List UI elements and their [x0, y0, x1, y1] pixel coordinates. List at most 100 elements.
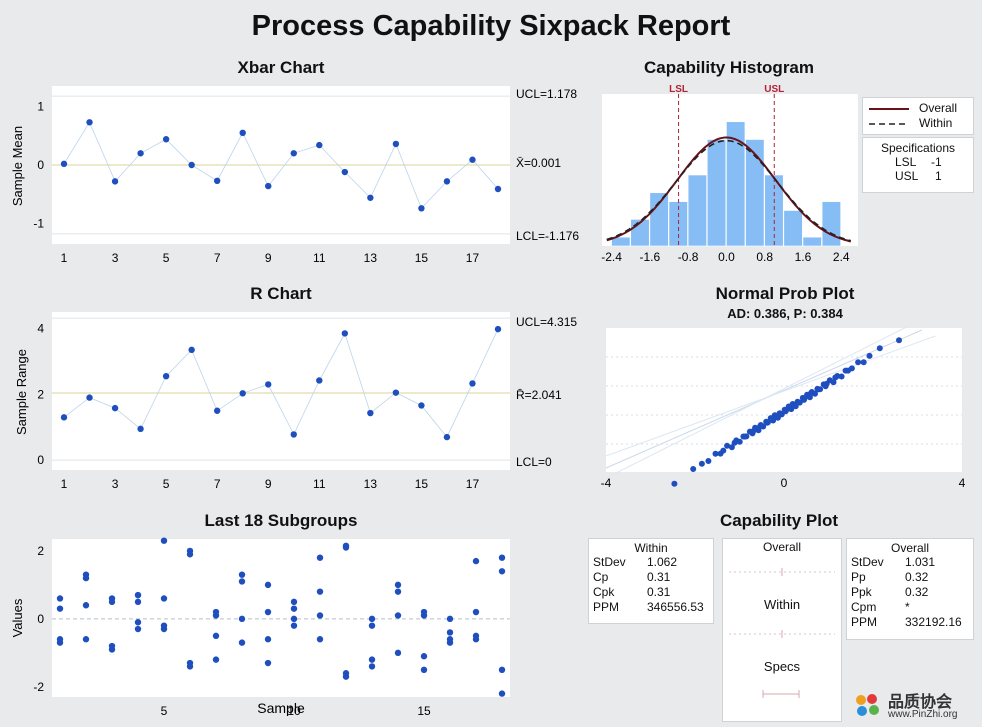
r-ytick-label: 2 [37, 387, 44, 401]
r-point [341, 330, 349, 337]
xbar-xtick-label: 1 [61, 251, 68, 265]
xbar-point [86, 119, 93, 126]
stats-value: 1.031 [905, 555, 936, 569]
xbar-xtick-label: 9 [265, 251, 272, 265]
np-point [817, 386, 824, 393]
last-point [56, 639, 64, 646]
stats-label: PPM [851, 615, 878, 629]
stats-value: 1.062 [647, 555, 678, 569]
np-point [724, 442, 731, 449]
xbar-point [60, 160, 68, 168]
xbar-xtick-label: 17 [466, 251, 480, 265]
within-stats-heading: Within [634, 541, 668, 555]
last-point [368, 622, 376, 629]
last-point [264, 659, 272, 667]
r-ytick-label: 4 [37, 321, 44, 335]
r-point [494, 325, 502, 333]
xbar-point [265, 182, 272, 190]
last-point [368, 656, 376, 663]
xbar-xtick-label: 13 [364, 251, 378, 265]
xbar-point [188, 161, 195, 169]
last-point [394, 649, 402, 657]
stats-value: 0.31 [647, 570, 671, 584]
np-xtick-label: 0 [781, 476, 788, 490]
xbar-point [494, 185, 502, 193]
r-point [443, 433, 451, 441]
last-point [108, 646, 116, 653]
hist-legend: Overall Within [862, 97, 974, 135]
last-point [108, 598, 116, 606]
legend-within-swatch [869, 123, 909, 125]
hist-bar [649, 192, 669, 247]
r-point [239, 390, 246, 397]
r-point [213, 407, 221, 414]
legend-within-label: Within [919, 116, 953, 130]
stats-row: Cpk 0.31 [589, 585, 708, 600]
last-point [186, 551, 194, 558]
np-xtick-label: -4 [601, 476, 612, 490]
last-point [238, 639, 246, 646]
stats-row: PPM 346556.53 [589, 600, 708, 615]
np-point [760, 423, 767, 430]
normprob-subtitle: AD: 0.386, P: 0.384 [727, 306, 843, 321]
last-point [368, 663, 376, 670]
stats-row: PPM 332192.16 [847, 615, 966, 630]
xbar-xtick-label: 3 [112, 251, 119, 265]
hist-bar [611, 236, 631, 247]
hist-lsl-tag: LSL [669, 84, 688, 95]
legend-overall: Overall [869, 101, 973, 115]
last-point [472, 608, 480, 616]
xbar-center-label: X̄=0.001 [516, 156, 561, 170]
np-point [736, 438, 743, 445]
normal-prob-plot: -4 0 4 [601, 325, 966, 490]
xbar-point [418, 205, 425, 212]
last-point [160, 537, 168, 544]
r-point [137, 425, 144, 433]
hist-bar [687, 174, 707, 247]
r-point [418, 402, 425, 409]
last-point [134, 598, 142, 606]
last-point [316, 636, 324, 643]
spec-usl-value: 1 [935, 169, 942, 183]
xbar-xtick-label: 5 [163, 251, 170, 265]
rchart-ylabel: Sample Range [14, 349, 29, 435]
last-point [472, 636, 480, 643]
xbar-lcl-label: LCL=-1.176 [516, 229, 579, 243]
stats-label: StDev [593, 555, 626, 569]
within-stats-box: Within StDev 1.062 Cp 0.31 Cpk 0.31 PPM 346556.… [588, 538, 714, 624]
r-xtick-label: 1 [61, 477, 68, 491]
last-point [420, 666, 428, 674]
xbar-xtick-label: 15 [415, 251, 429, 265]
last-point [212, 656, 220, 663]
last-title: Last 18 Subgroups [204, 511, 358, 530]
r-point [162, 372, 170, 380]
xbar-point [341, 168, 349, 176]
last-point [498, 568, 506, 575]
last-point [316, 612, 324, 619]
last-point [186, 663, 194, 670]
last-point [264, 636, 272, 643]
last-point [56, 595, 64, 602]
xbar-point [392, 140, 400, 148]
last-point [264, 608, 272, 616]
np-point [712, 450, 719, 457]
spec-title: Specifications [880, 141, 956, 155]
hist-bar [706, 139, 727, 247]
np-point [876, 345, 883, 352]
watermark: 品质协会 www.PinZhi.org [852, 686, 980, 724]
last-point [238, 615, 246, 623]
hist-title: Capability Histogram [643, 58, 815, 77]
xbar-ytick-label: -1 [33, 217, 44, 231]
np-xtick-label: 4 [959, 476, 966, 490]
hist-xtick-label: 0.0 [718, 250, 735, 264]
stats-label: PPM [593, 600, 620, 614]
hist-overall-curve [606, 136, 852, 243]
last-point [420, 612, 428, 619]
xbar-xtick-label: 11 [313, 251, 326, 265]
np-point [671, 480, 678, 487]
r-point [290, 431, 297, 438]
overall-stats-box: Overall StDev 1.031 Pp 0.32 Ppk 0.32 Cpm * PPM 33… [846, 538, 974, 640]
stats-label: Cp [593, 570, 609, 584]
hist-xtick-label: 2.4 [833, 250, 850, 264]
last-point [212, 612, 220, 619]
